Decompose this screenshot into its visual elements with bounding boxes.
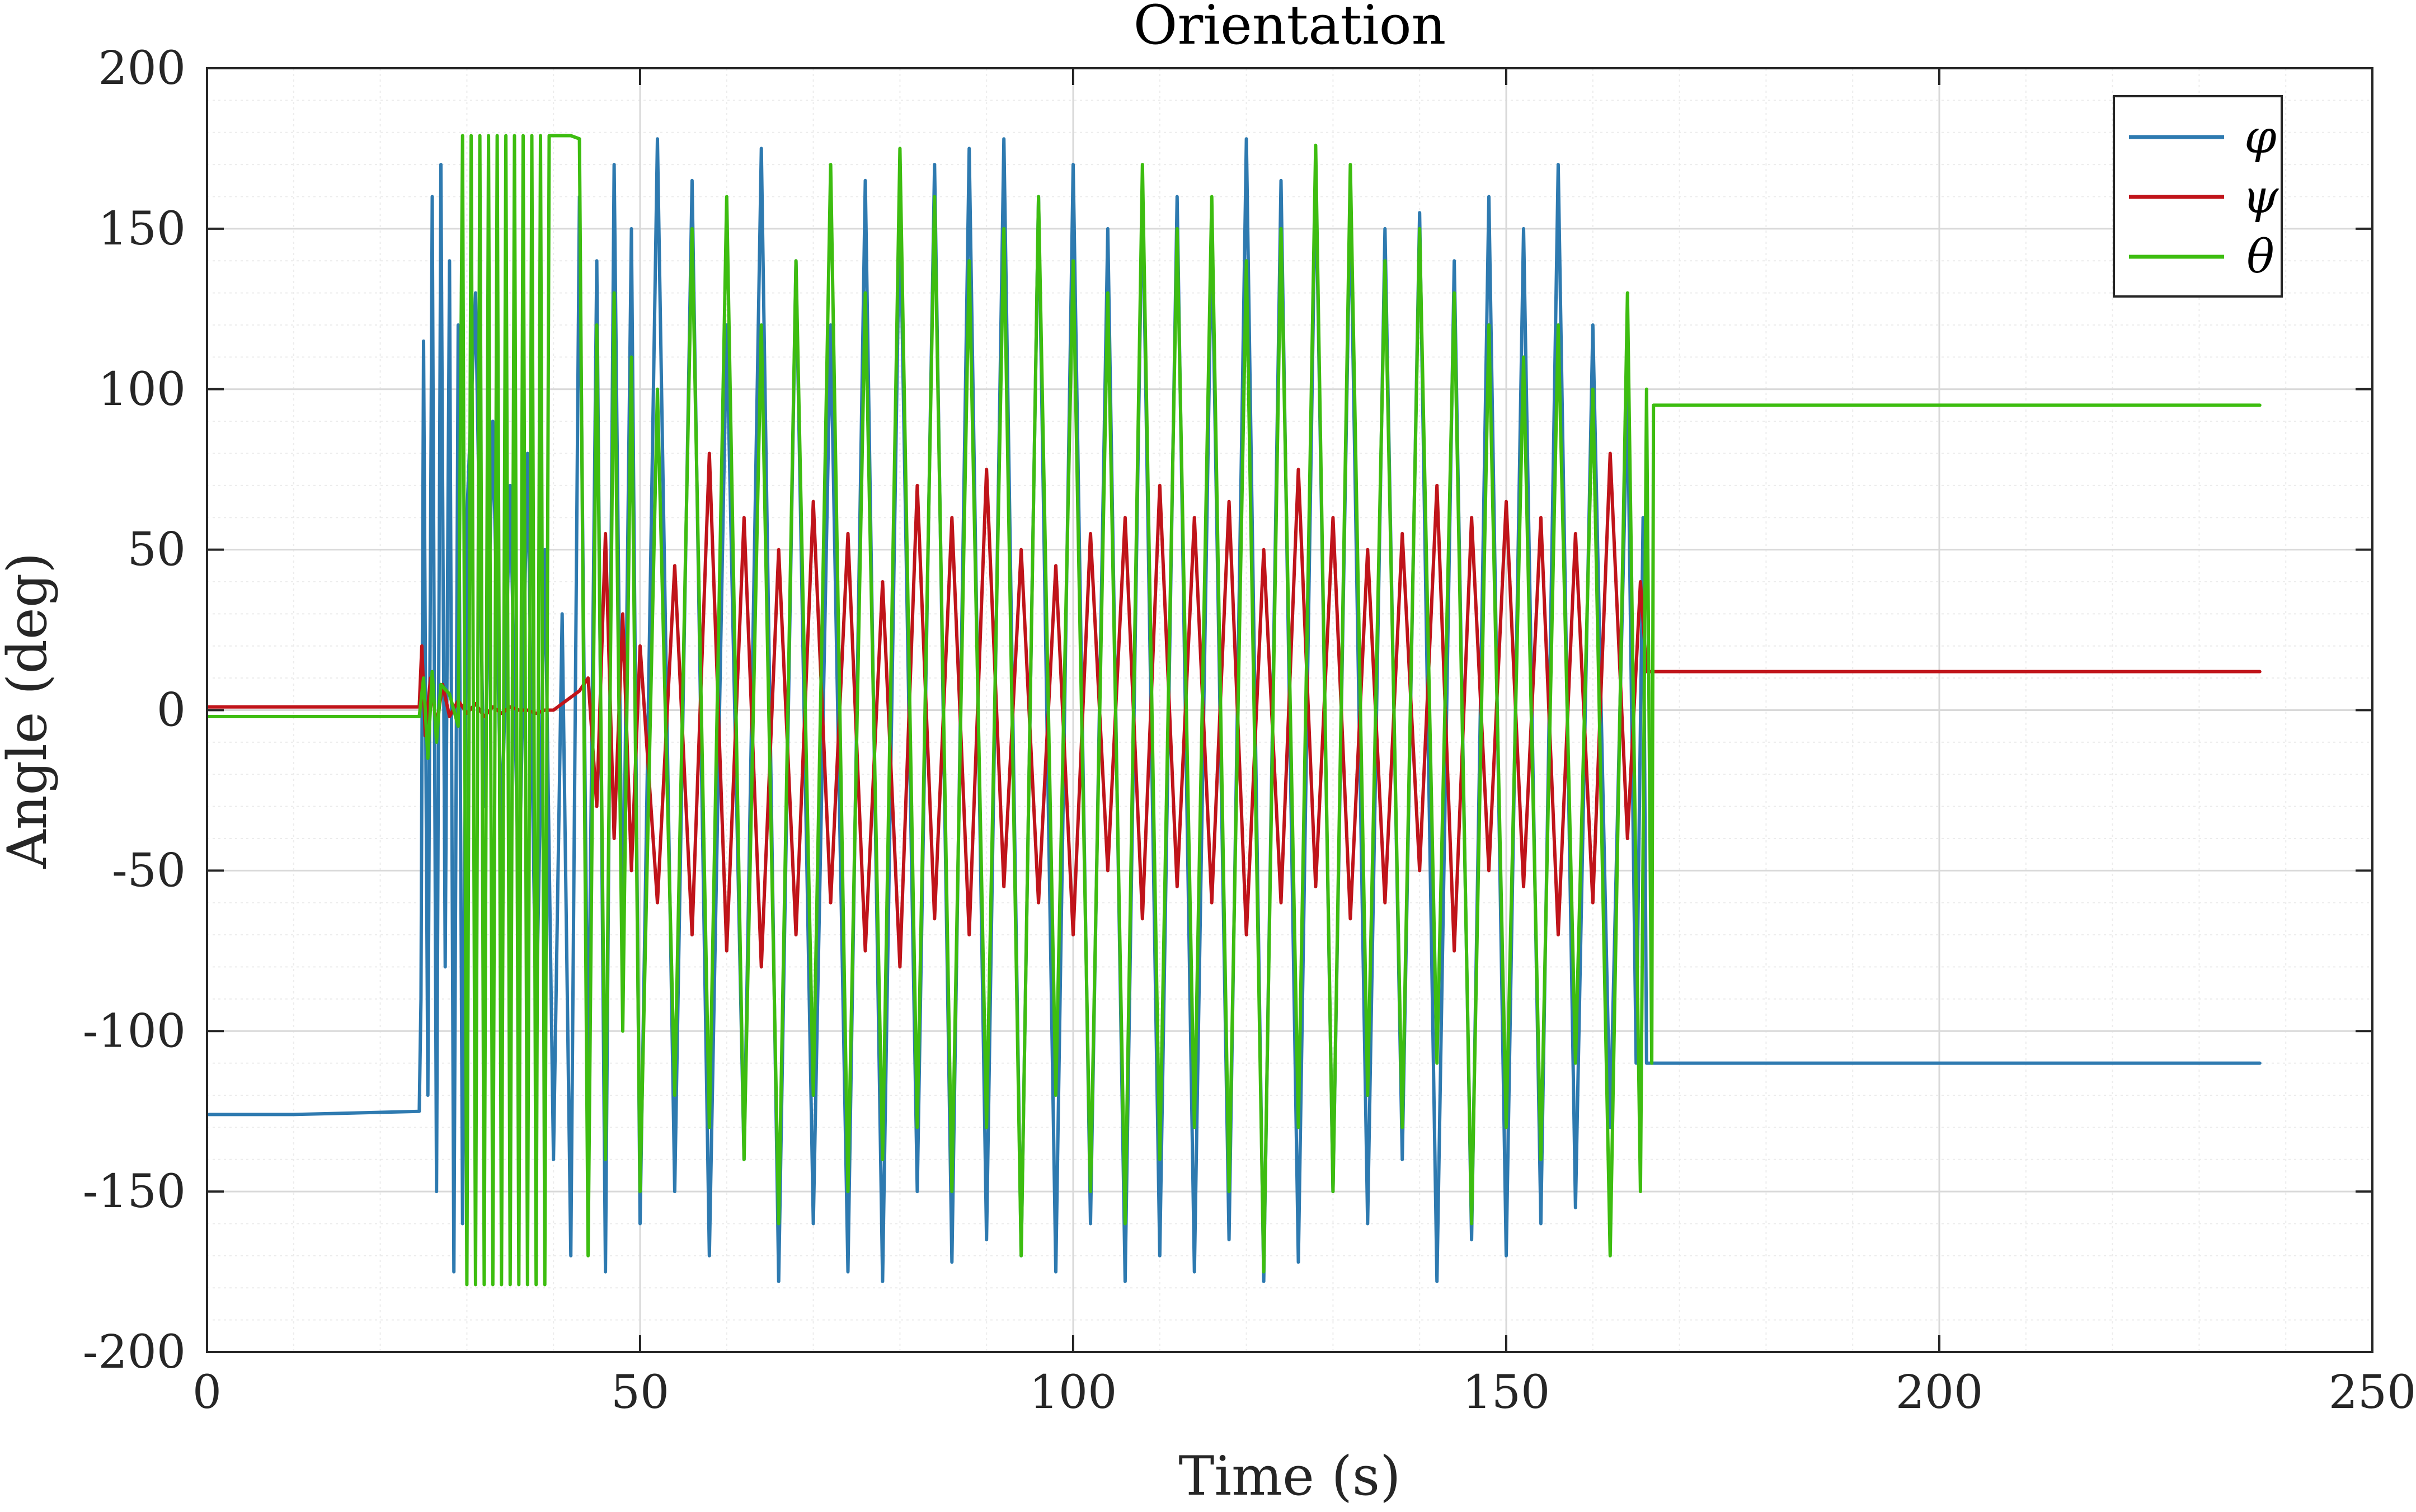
- y-tick-label: -150: [83, 1165, 186, 1218]
- y-tick-label: 100: [98, 363, 186, 416]
- y-tick-label: 0: [157, 684, 186, 737]
- y-tick-labels: -200 -150 -100 -50 0 50 100 150 200: [83, 42, 186, 1379]
- y-axis-label: Angle (deg): [0, 552, 59, 869]
- y-tick-label: -100: [83, 1005, 186, 1058]
- y-tick-label: -50: [112, 844, 186, 897]
- legend-label: φ: [2244, 111, 2277, 164]
- series-lines: [207, 134, 2262, 1287]
- x-tick-label: 200: [1896, 1366, 1983, 1419]
- x-tick-label: 100: [1030, 1366, 1117, 1419]
- y-tick-label: 150: [98, 202, 186, 256]
- legend: φψθ: [2113, 95, 2283, 298]
- series-line-3: [207, 134, 2262, 1287]
- x-tick-labels: 0 50 100 150 200 250: [192, 1366, 2416, 1419]
- y-tick-label: -200: [83, 1326, 186, 1379]
- y-tick-label: 200: [98, 42, 186, 95]
- x-tick-label: 50: [611, 1366, 669, 1419]
- legend-label: ψ: [2243, 171, 2279, 224]
- y-tick-label: 50: [128, 524, 186, 577]
- x-axis-label: Time (s): [1178, 1445, 1400, 1508]
- x-tick-label: 250: [2329, 1366, 2416, 1419]
- tick-marks: [206, 67, 2373, 1353]
- legend-label: θ: [2246, 230, 2274, 284]
- x-tick-label: 150: [1463, 1366, 1550, 1419]
- x-tick-label: 0: [192, 1366, 222, 1419]
- chart-title: Orientation: [1134, 0, 1446, 56]
